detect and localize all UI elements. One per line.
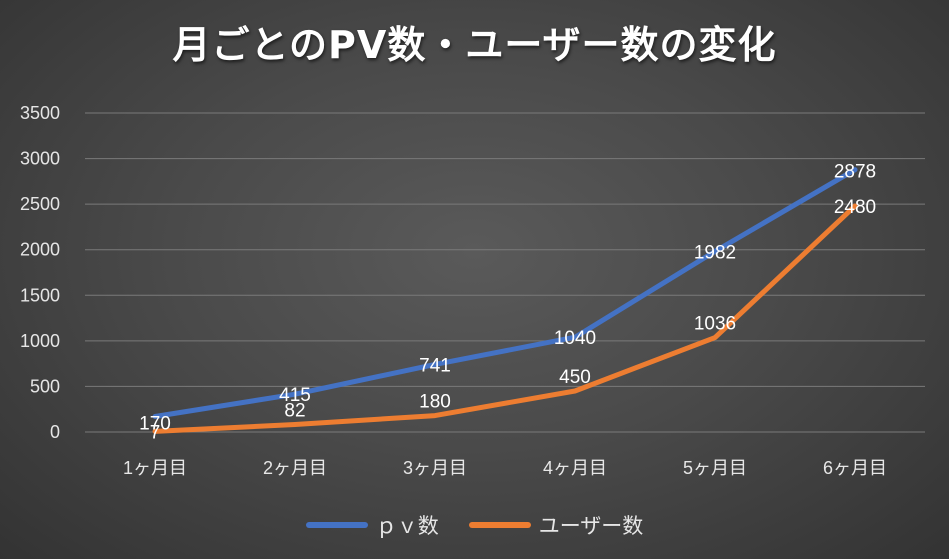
y-tick-label: 0 <box>50 422 60 442</box>
data-label: 82 <box>284 401 305 422</box>
data-label: 180 <box>419 392 451 413</box>
chart-title: 月ごとのPV数・ユーザー数の変化 <box>172 23 777 67</box>
legend-item: ｐｖ数 <box>305 510 439 540</box>
x-tick-label: 4ヶ月目 <box>543 458 607 478</box>
x-tick-label: 5ヶ月目 <box>683 458 747 478</box>
data-label: 1982 <box>694 242 736 263</box>
x-tick-label: 3ヶ月目 <box>403 458 467 478</box>
y-tick-label: 1500 <box>20 285 60 305</box>
y-tick-label: 2000 <box>20 240 60 260</box>
data-label: 2878 <box>834 162 876 183</box>
data-label: 1036 <box>694 314 736 335</box>
data-label: 7 <box>150 422 161 443</box>
legend-swatch <box>468 522 531 528</box>
legend-item: ユーザー数 <box>468 510 644 540</box>
data-label: 741 <box>419 355 451 376</box>
x-tick-label: 6ヶ月目 <box>823 458 887 478</box>
y-tick-label: 1000 <box>20 331 60 351</box>
legend-label: ユーザー数 <box>538 515 644 538</box>
legend-swatch <box>305 522 368 528</box>
x-tick-label: 1ヶ月目 <box>123 458 187 478</box>
legend: ｐｖ数 ユーザー数 <box>0 510 949 540</box>
y-tick-label: 500 <box>30 376 60 396</box>
legend-label: ｐｖ数 <box>375 515 439 538</box>
y-tick-label: 3500 <box>20 103 60 123</box>
series-line-1 <box>152 167 858 420</box>
data-label: 1040 <box>554 328 596 349</box>
data-label: 415 <box>279 385 311 406</box>
y-tick-label: 3000 <box>20 149 60 169</box>
y-tick-label: 2500 <box>20 194 60 214</box>
x-tick-label: 2ヶ月目 <box>263 458 327 478</box>
series-line-2 <box>152 203 858 434</box>
data-label: 450 <box>559 367 591 388</box>
data-label: 2480 <box>834 197 876 218</box>
data-label: 170 <box>139 414 171 435</box>
